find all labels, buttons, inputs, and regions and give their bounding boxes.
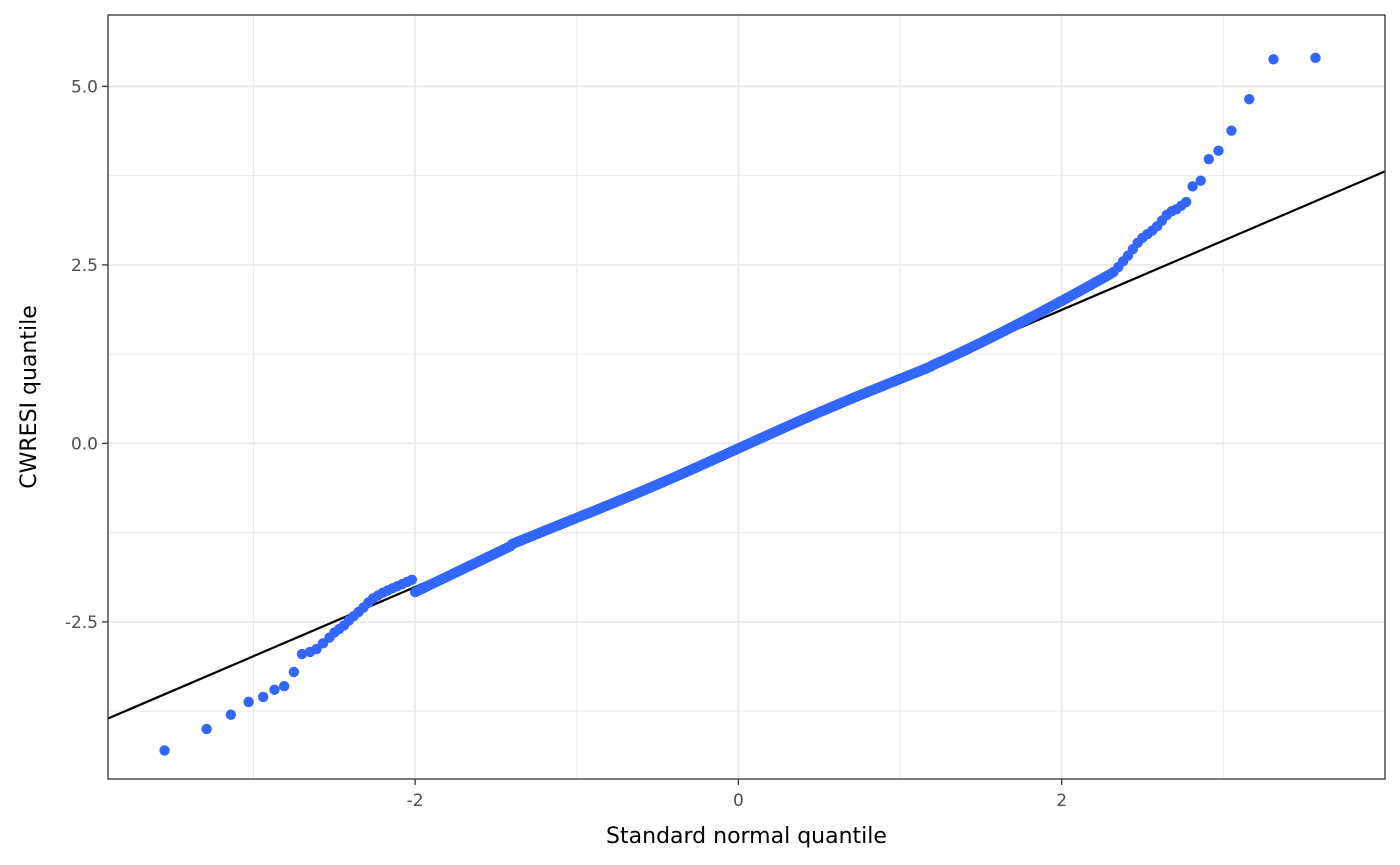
data-point [243,696,254,708]
data-points [159,52,1321,756]
panel-border [107,14,1386,780]
x-tick-label: 0 [733,791,744,811]
data-point [1187,181,1198,192]
y-axis-ticks: -2.5 0.0 2.5 5.0 [65,77,108,633]
minor-gridlines [108,15,1385,779]
data-point [1180,196,1192,208]
data-point [1203,154,1215,165]
plot-panel [108,15,1385,779]
data-point [257,691,269,703]
y-tick-label: -2.5 [65,613,98,633]
y-tick-label: 2.5 [71,256,98,276]
data-point [278,680,290,692]
data-point [1226,125,1237,136]
data-point [1310,52,1321,64]
data-point [1195,175,1206,186]
y-axis-title: CWRESI quantile [17,305,42,488]
data-point [1268,54,1279,65]
x-tick-label: 2 [1056,791,1067,811]
y-tick-label: 0.0 [71,434,98,454]
data-point [201,723,212,735]
data-point [296,648,308,660]
data-point [159,745,170,756]
data-point [269,684,280,695]
data-point [1244,94,1255,105]
data-point [406,574,418,585]
y-tick-label: 5.0 [71,77,98,97]
x-tick-label: -2 [407,791,424,811]
panel-background [108,15,1385,779]
data-point [1213,145,1224,156]
data-point [225,709,237,720]
panel-frame [107,14,1386,780]
x-axis-title: Standard normal quantile [606,824,887,849]
x-axis-ticks: -2 0 2 [407,779,1067,811]
data-point [288,666,300,678]
